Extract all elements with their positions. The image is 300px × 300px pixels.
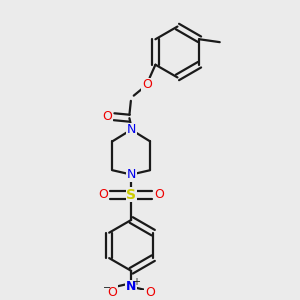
Text: S: S xyxy=(126,188,136,202)
Text: O: O xyxy=(103,110,112,123)
Text: −: − xyxy=(103,283,111,293)
Text: N: N xyxy=(127,168,136,181)
Text: O: O xyxy=(154,188,164,201)
Text: N: N xyxy=(126,280,136,293)
Text: O: O xyxy=(145,286,155,299)
Text: O: O xyxy=(142,78,152,92)
Text: O: O xyxy=(98,188,108,201)
Text: O: O xyxy=(107,286,117,299)
Text: +: + xyxy=(132,278,140,287)
Text: N: N xyxy=(127,123,136,136)
